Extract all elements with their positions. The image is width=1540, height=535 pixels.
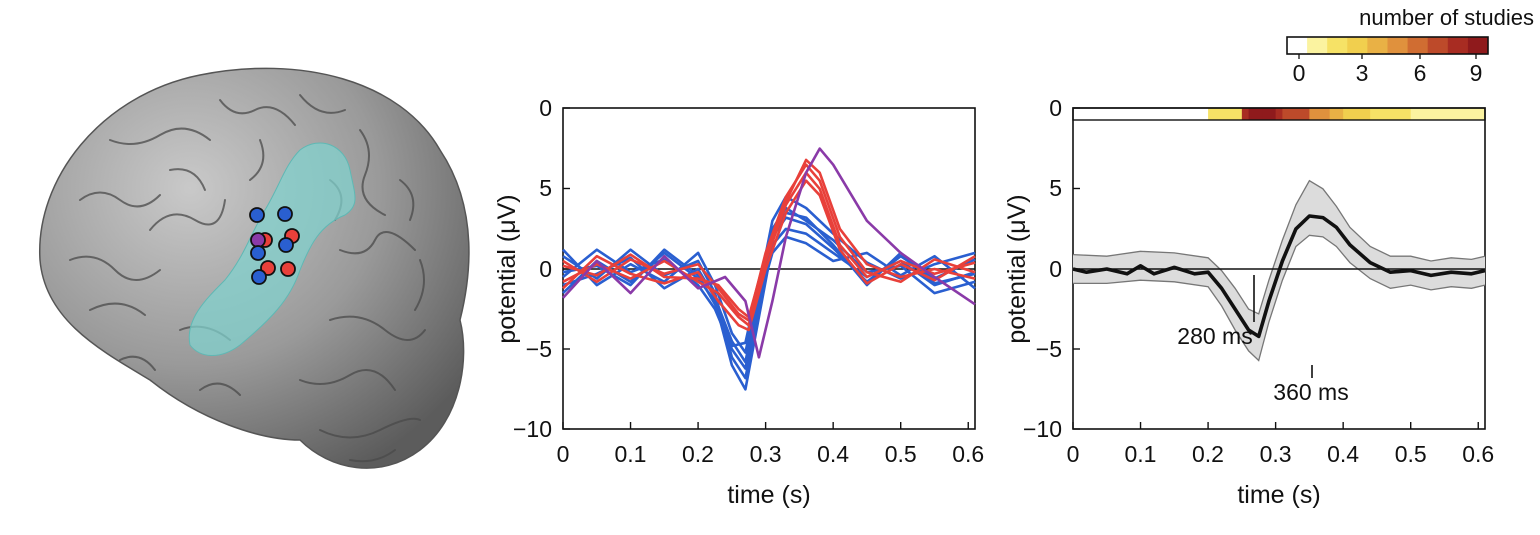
study-count-cell bbox=[1208, 108, 1243, 120]
x-tick-label: 0.4 bbox=[817, 441, 849, 467]
x-tick-labels: 0 0.1 0.2 0.3 0.4 0.5 0.6 bbox=[1067, 441, 1495, 467]
colorbar-cell bbox=[1447, 37, 1469, 54]
study-count-strip bbox=[1073, 108, 1486, 120]
y-tick-label: 0 bbox=[539, 95, 552, 121]
colorbar-cell bbox=[1387, 37, 1408, 54]
study-count-cell bbox=[1309, 108, 1331, 120]
highlighted-region bbox=[188, 142, 356, 356]
x-tick-label: 0.3 bbox=[750, 441, 782, 467]
y-tick-label: 5 bbox=[539, 175, 552, 201]
colorbar-cell bbox=[1367, 37, 1388, 54]
colorbar-cell bbox=[1347, 37, 1368, 54]
x-axis-label: time (s) bbox=[1237, 481, 1320, 509]
colorbar-tick-label: 6 bbox=[1414, 60, 1427, 86]
electrode-blue bbox=[251, 269, 267, 285]
x-tick-label: 0.5 bbox=[1395, 441, 1427, 467]
y-axis-label: potential (μV) bbox=[493, 194, 521, 343]
y-tick-label: −5 bbox=[1036, 336, 1062, 362]
x-tick-label: 0.1 bbox=[1125, 441, 1157, 467]
x-tick-label: 0.2 bbox=[1192, 441, 1224, 467]
brain-panel bbox=[39, 67, 470, 469]
y-tick-label: 0 bbox=[1049, 95, 1062, 121]
electrode-purple bbox=[250, 232, 266, 248]
x-tick-labels: 0 0.1 0.2 0.3 0.4 0.5 0.6 bbox=[557, 441, 985, 467]
study-count-cell bbox=[1262, 108, 1277, 120]
x-tick-label: 0.4 bbox=[1327, 441, 1359, 467]
colorbar-cell bbox=[1307, 37, 1328, 54]
erp-trace-blue-4 bbox=[562, 206, 976, 364]
study-count-cell bbox=[1073, 108, 1209, 120]
peak-annotations: 280 ms 360 ms bbox=[1177, 275, 1349, 405]
chart-individual-erps: 0 5 0 −5 −10 0 0.1 0.2 0.3 0.4 0.5 0.6 t… bbox=[493, 95, 984, 509]
band-upper-edge bbox=[1073, 234, 1486, 362]
study-count-cell bbox=[1248, 108, 1263, 120]
erp-traces bbox=[562, 147, 976, 391]
x-axis-label: time (s) bbox=[727, 481, 810, 509]
study-count-cell bbox=[1241, 108, 1250, 120]
colorbar-ticks bbox=[1298, 54, 1477, 59]
colorbar-tick-label: 0 bbox=[1293, 60, 1306, 86]
y-tick-labels: 0 5 0 −5 −10 bbox=[513, 95, 552, 442]
colorbar-cell bbox=[1427, 37, 1449, 54]
peak-label-360: 360 ms bbox=[1273, 379, 1348, 405]
electrode-red bbox=[280, 261, 296, 277]
study-count-cell bbox=[1343, 108, 1371, 120]
erp-trace-red-3 bbox=[562, 179, 976, 332]
study-count-cell bbox=[1370, 108, 1412, 120]
colorbar: number of studies 0 3 6 9 bbox=[1286, 5, 1534, 86]
tick-marks bbox=[1072, 107, 1479, 430]
colorbar-cell bbox=[1467, 37, 1489, 54]
study-count-cell bbox=[1282, 108, 1310, 120]
mean-line bbox=[1072, 214, 1486, 339]
y-tick-label: −10 bbox=[1023, 416, 1062, 442]
x-tick-label: 0 bbox=[1067, 441, 1080, 467]
colorbar-cells bbox=[1287, 37, 1489, 54]
y-tick-labels: 0 5 0 −5 −10 bbox=[1023, 95, 1062, 442]
band-lower-edge bbox=[1072, 179, 1486, 315]
x-tick-label: 0.5 bbox=[885, 441, 917, 467]
electrode-blue bbox=[249, 207, 265, 223]
erp-trace-blue-3 bbox=[562, 235, 976, 370]
study-count-cell bbox=[1410, 108, 1486, 120]
colorbar-tick-label: 9 bbox=[1470, 60, 1483, 86]
chart-grand-average: 280 ms 360 ms 0 5 0 −5 −10 0 0.1 0.2 0.3… bbox=[1003, 95, 1494, 509]
colorbar-cell bbox=[1287, 37, 1308, 54]
electrode-blue bbox=[250, 245, 266, 261]
colorbar-border bbox=[1286, 36, 1489, 55]
tick-marks bbox=[562, 107, 969, 430]
x-tick-label: 0 bbox=[557, 441, 570, 467]
x-tick-label: 0.2 bbox=[682, 441, 714, 467]
y-tick-label: 0 bbox=[539, 256, 552, 282]
study-count-cell bbox=[1329, 108, 1344, 120]
peak-label-280: 280 ms bbox=[1177, 323, 1252, 349]
y-tick-label: 0 bbox=[1049, 256, 1062, 282]
colorbar-cell bbox=[1407, 37, 1429, 54]
erp-trace-purple-1 bbox=[562, 147, 976, 359]
x-tick-label: 0.1 bbox=[615, 441, 647, 467]
electrode-blue bbox=[278, 237, 294, 253]
x-tick-label: 0.6 bbox=[952, 441, 984, 467]
y-tick-label: −5 bbox=[526, 336, 552, 362]
colorbar-cell bbox=[1327, 37, 1348, 54]
y-tick-label: −10 bbox=[513, 416, 552, 442]
y-tick-label: 5 bbox=[1049, 175, 1062, 201]
x-tick-label: 0.6 bbox=[1462, 441, 1494, 467]
study-count-cell bbox=[1275, 108, 1283, 120]
erp-trace-red-2 bbox=[562, 163, 976, 322]
mean-trace bbox=[1072, 214, 1486, 339]
electrodes bbox=[249, 206, 300, 285]
colorbar-title: number of studies bbox=[1359, 5, 1534, 30]
y-axis-label: potential (μV) bbox=[1003, 194, 1031, 343]
x-tick-label: 0.3 bbox=[1260, 441, 1292, 467]
colorbar-tick-label: 3 bbox=[1356, 60, 1369, 86]
electrode-blue bbox=[277, 206, 293, 222]
